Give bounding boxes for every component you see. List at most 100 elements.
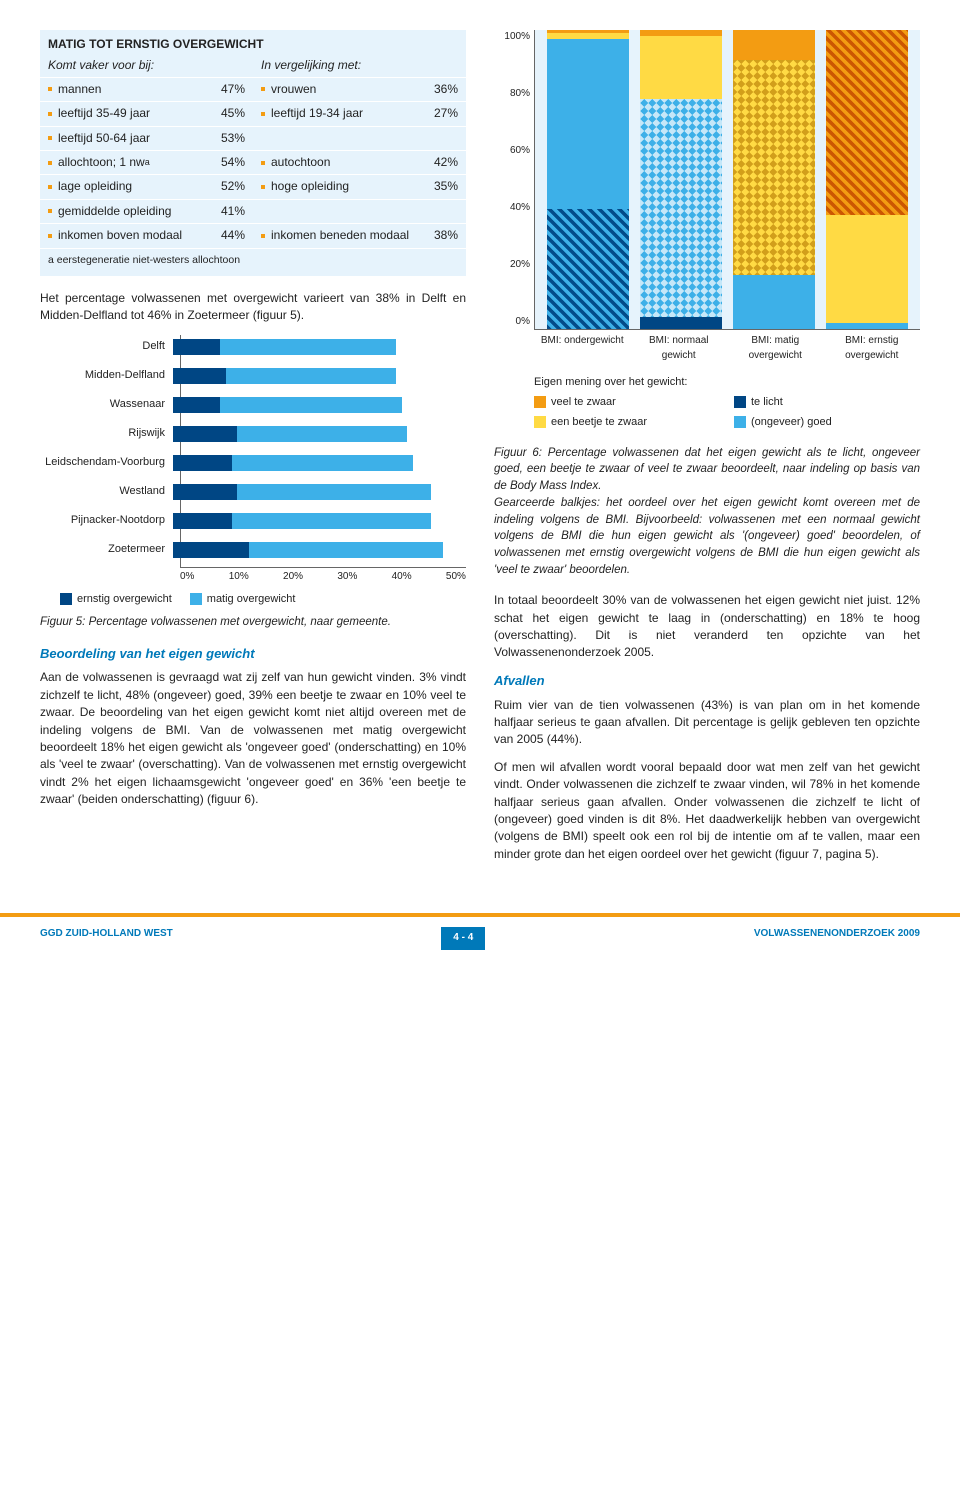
bar-segment <box>733 275 815 329</box>
fig6-legend-title: Eigen mening over het gewicht: <box>534 375 920 391</box>
cmp-label: gemiddelde opleiding <box>40 199 219 223</box>
hchart-row: Pijnacker-Nootdorp <box>181 509 466 533</box>
legend-item: ernstig overgewicht <box>60 592 172 608</box>
bar-ernstig <box>173 513 232 529</box>
fig5-caption: Figuur 5: Percentage volwassenen met ove… <box>40 614 466 631</box>
vchart-bar <box>640 30 722 329</box>
bar-matig <box>220 339 396 355</box>
bar-segment <box>547 39 629 209</box>
cmp-label: inkomen boven modaal <box>40 223 219 247</box>
vchart-bar <box>826 30 908 329</box>
bar-ernstig <box>173 397 220 413</box>
x-category: BMI: matig overgewicht <box>733 334 818 363</box>
cmp-label: allochtoon; 1 nwa <box>40 150 219 174</box>
bar-segment <box>733 30 815 60</box>
bar-matig <box>249 542 442 558</box>
bar-segment <box>640 36 722 99</box>
bar-ernstig <box>173 426 237 442</box>
bar-segment <box>733 60 815 275</box>
hchart-row: Zoetermeer <box>181 538 466 562</box>
cmp-label: vrouwen <box>253 77 432 101</box>
bar-segment <box>547 209 629 329</box>
x-tick: 10% <box>229 570 249 585</box>
cmp-label: inkomen beneden modaal <box>253 223 432 247</box>
x-category: BMI: ondergewicht <box>540 334 625 363</box>
y-tick: 20% <box>494 258 530 273</box>
hchart-label: Rijswijk <box>41 426 173 442</box>
x-tick: 20% <box>283 570 303 585</box>
bar-ernstig <box>173 484 237 500</box>
bar-ernstig <box>173 542 249 558</box>
hchart-row: Westland <box>181 480 466 504</box>
paragraph: Aan de volwassenen is gevraagd wat zij z… <box>40 669 466 808</box>
y-tick: 40% <box>494 201 530 216</box>
vchart-bar <box>547 30 629 329</box>
bar-matig <box>226 368 396 384</box>
x-tick: 30% <box>337 570 357 585</box>
hchart-label: Leidschendam-Voorburg <box>41 455 173 471</box>
cmp-head: Komt vaker voor bij: <box>40 55 253 76</box>
bar-matig <box>232 455 414 471</box>
cmp-pct: 35% <box>432 174 466 198</box>
legend-item: (ongeveer) goed <box>734 415 920 431</box>
bar-segment <box>826 323 908 329</box>
cmp-label: lage opleiding <box>40 174 219 198</box>
fig6-chart: 100%80%60%40%20%0% <box>494 30 920 330</box>
hchart-row: Rijswijk <box>181 422 466 446</box>
paragraph: Of men wil afvallen wordt vooral bepaald… <box>494 759 920 863</box>
bar-segment <box>640 317 722 329</box>
legend-item: een beetje te zwaar <box>534 415 720 431</box>
x-tick: 0% <box>180 570 194 585</box>
hchart-row: Leidschendam-Voorburg <box>181 451 466 475</box>
bar-matig <box>220 397 402 413</box>
cmp-title: MATIG TOT ERNSTIG OVERGEWICHT <box>40 30 466 55</box>
hchart-label: Wassenaar <box>41 397 173 413</box>
hchart-label: Westland <box>41 484 173 500</box>
x-tick: 50% <box>446 570 466 585</box>
legend-item: matig overgewicht <box>190 592 296 608</box>
hchart-row: Midden-Delfland <box>181 364 466 388</box>
comparison-box: MATIG TOT ERNSTIG OVERGEWICHT Komt vaker… <box>40 30 466 276</box>
legend-item: veel te zwaar <box>534 395 720 411</box>
cmp-pct: 54% <box>219 150 253 174</box>
bar-ernstig <box>173 339 220 355</box>
cmp-head: In vergelijking met: <box>253 55 466 76</box>
cmp-pct: 41% <box>219 199 253 223</box>
cmp-pct: 47% <box>219 77 253 101</box>
cmp-pct: 36% <box>432 77 466 101</box>
cmp-pct: 53% <box>219 126 253 150</box>
cmp-label: hoge opleiding <box>253 174 432 198</box>
y-tick: 0% <box>494 315 530 330</box>
cmp-pct: 44% <box>219 223 253 247</box>
footer-right: VOLWASSENENONDERZOEK 2009 <box>754 927 920 950</box>
bar-segment <box>640 99 722 317</box>
bar-matig <box>237 426 407 442</box>
heading-beoordeling: Beoordeling van het eigen gewicht <box>40 645 466 664</box>
fig5-chart: Delft Midden-Delfland Wassenaar Rijswijk Lei… <box>40 335 466 608</box>
vchart-bar <box>733 30 815 329</box>
cmp-label: mannen <box>40 77 219 101</box>
cmp-pct: 45% <box>219 101 253 125</box>
bar-matig <box>237 484 430 500</box>
hchart-label: Delft <box>41 339 173 355</box>
cmp-label: leeftijd 35-49 jaar <box>40 101 219 125</box>
y-tick: 80% <box>494 87 530 102</box>
cmp-pct: 42% <box>432 150 466 174</box>
cmp-pct: 52% <box>219 174 253 198</box>
hchart-label: Pijnacker-Nootdorp <box>41 513 173 529</box>
bar-ernstig <box>173 368 226 384</box>
legend-item: te licht <box>734 395 920 411</box>
bar-segment <box>826 215 908 323</box>
hchart-row: Wassenaar <box>181 393 466 417</box>
x-tick: 40% <box>392 570 412 585</box>
bar-matig <box>232 513 431 529</box>
paragraph: In totaal beoordeelt 30% van de volwasse… <box>494 592 920 662</box>
cmp-pct: 38% <box>432 223 466 247</box>
bar-ernstig <box>173 455 232 471</box>
heading-afvallen: Afvallen <box>494 672 920 691</box>
y-tick: 100% <box>494 30 530 45</box>
cmp-footnote: a eerstegeneratie niet-westers allochtoo… <box>40 248 466 276</box>
cmp-pct: 27% <box>432 101 466 125</box>
bar-segment <box>826 30 908 215</box>
footer: GGD ZUID-HOLLAND WEST 4 - 4 VOLWASSENENO… <box>0 917 960 980</box>
